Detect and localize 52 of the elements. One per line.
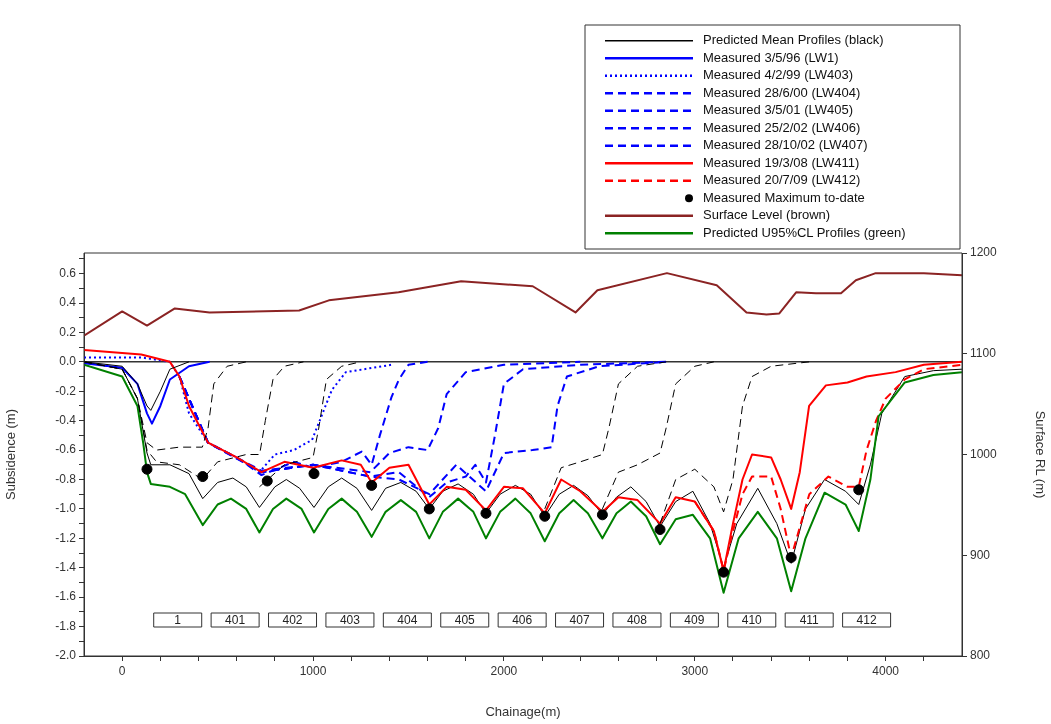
x-tick-label: 2000 bbox=[490, 663, 518, 678]
y-tick-label: -1.2 bbox=[55, 530, 77, 545]
legend-label: Measured 3/5/96 (LW1) bbox=[703, 49, 839, 65]
y-tick-label: 0.4 bbox=[59, 295, 77, 310]
x-tick-label: 0 bbox=[118, 663, 126, 678]
y-tick-label: -0.6 bbox=[55, 442, 77, 457]
y2-tick-label: 1100 bbox=[970, 346, 997, 361]
y-tick-label: -1.6 bbox=[55, 589, 77, 604]
annotation: 401 bbox=[225, 613, 246, 628]
legend-label: Measured 25/2/02 (LW406) bbox=[703, 119, 861, 135]
x-tick-label: 1000 bbox=[299, 663, 327, 678]
legend-label: Measured 20/7/09 (LW412) bbox=[703, 172, 861, 188]
annotation: 403 bbox=[339, 613, 361, 628]
y-tick-label: -1.8 bbox=[55, 618, 77, 633]
annotation: 409 bbox=[684, 613, 705, 628]
legend-label: Measured 4/2/99 (LW403) bbox=[703, 67, 854, 83]
y2-tick-label: 1000 bbox=[970, 446, 998, 461]
legend-label: Measured 28/10/02 (LW407) bbox=[703, 137, 868, 153]
legend-label: Measured Maximum to-date bbox=[703, 189, 865, 205]
annotation: 408 bbox=[626, 613, 648, 628]
y-tick-label: -0.4 bbox=[55, 412, 77, 427]
x-axis-title: Chainage(m) bbox=[485, 703, 561, 719]
annotation: 404 bbox=[397, 613, 418, 628]
legend-label: Measured 28/6/00 (LW404) bbox=[703, 84, 861, 100]
annotation: 1 bbox=[174, 613, 182, 628]
y-tick-label: 0.0 bbox=[59, 354, 77, 369]
y2-tick-label: 1200 bbox=[970, 245, 998, 260]
y-tick-label: -1.0 bbox=[55, 501, 77, 516]
annotation: 402 bbox=[282, 613, 303, 628]
y-tick-label: 0.2 bbox=[59, 324, 77, 339]
annotation: 411 bbox=[799, 613, 820, 628]
legend-label: Measured 19/3/08 (LW411) bbox=[703, 154, 860, 170]
y-tick-label: -0.8 bbox=[55, 471, 77, 486]
legend-label: Measured 3/5/01 (LW405) bbox=[703, 102, 854, 118]
annotation: 412 bbox=[856, 613, 877, 628]
y2-tick-label: 800 bbox=[970, 648, 991, 663]
y-tick-label: -1.4 bbox=[55, 560, 77, 575]
annotation: 405 bbox=[454, 613, 476, 628]
x-tick-label: 3000 bbox=[681, 663, 709, 678]
legend-label: Predicted U95%CL Profiles (green) bbox=[703, 224, 906, 240]
annotation: 407 bbox=[569, 613, 590, 628]
annotation: 410 bbox=[741, 613, 763, 628]
y-axis-title: Subsidence (m) bbox=[3, 408, 19, 501]
annotation: 406 bbox=[512, 613, 533, 628]
y2-tick-label: 900 bbox=[970, 547, 991, 562]
y-tick-label: -0.2 bbox=[55, 383, 77, 398]
legend-label: Surface Level (brown) bbox=[703, 207, 831, 223]
y-tick-label: -2.0 bbox=[55, 648, 77, 663]
y-tick-label: 0.6 bbox=[59, 265, 77, 280]
legend-label: Predicted Mean Profiles (black) bbox=[703, 32, 884, 48]
x-tick-label: 4000 bbox=[872, 663, 900, 678]
y2-axis-title: Surface RL (m) bbox=[1032, 410, 1048, 499]
